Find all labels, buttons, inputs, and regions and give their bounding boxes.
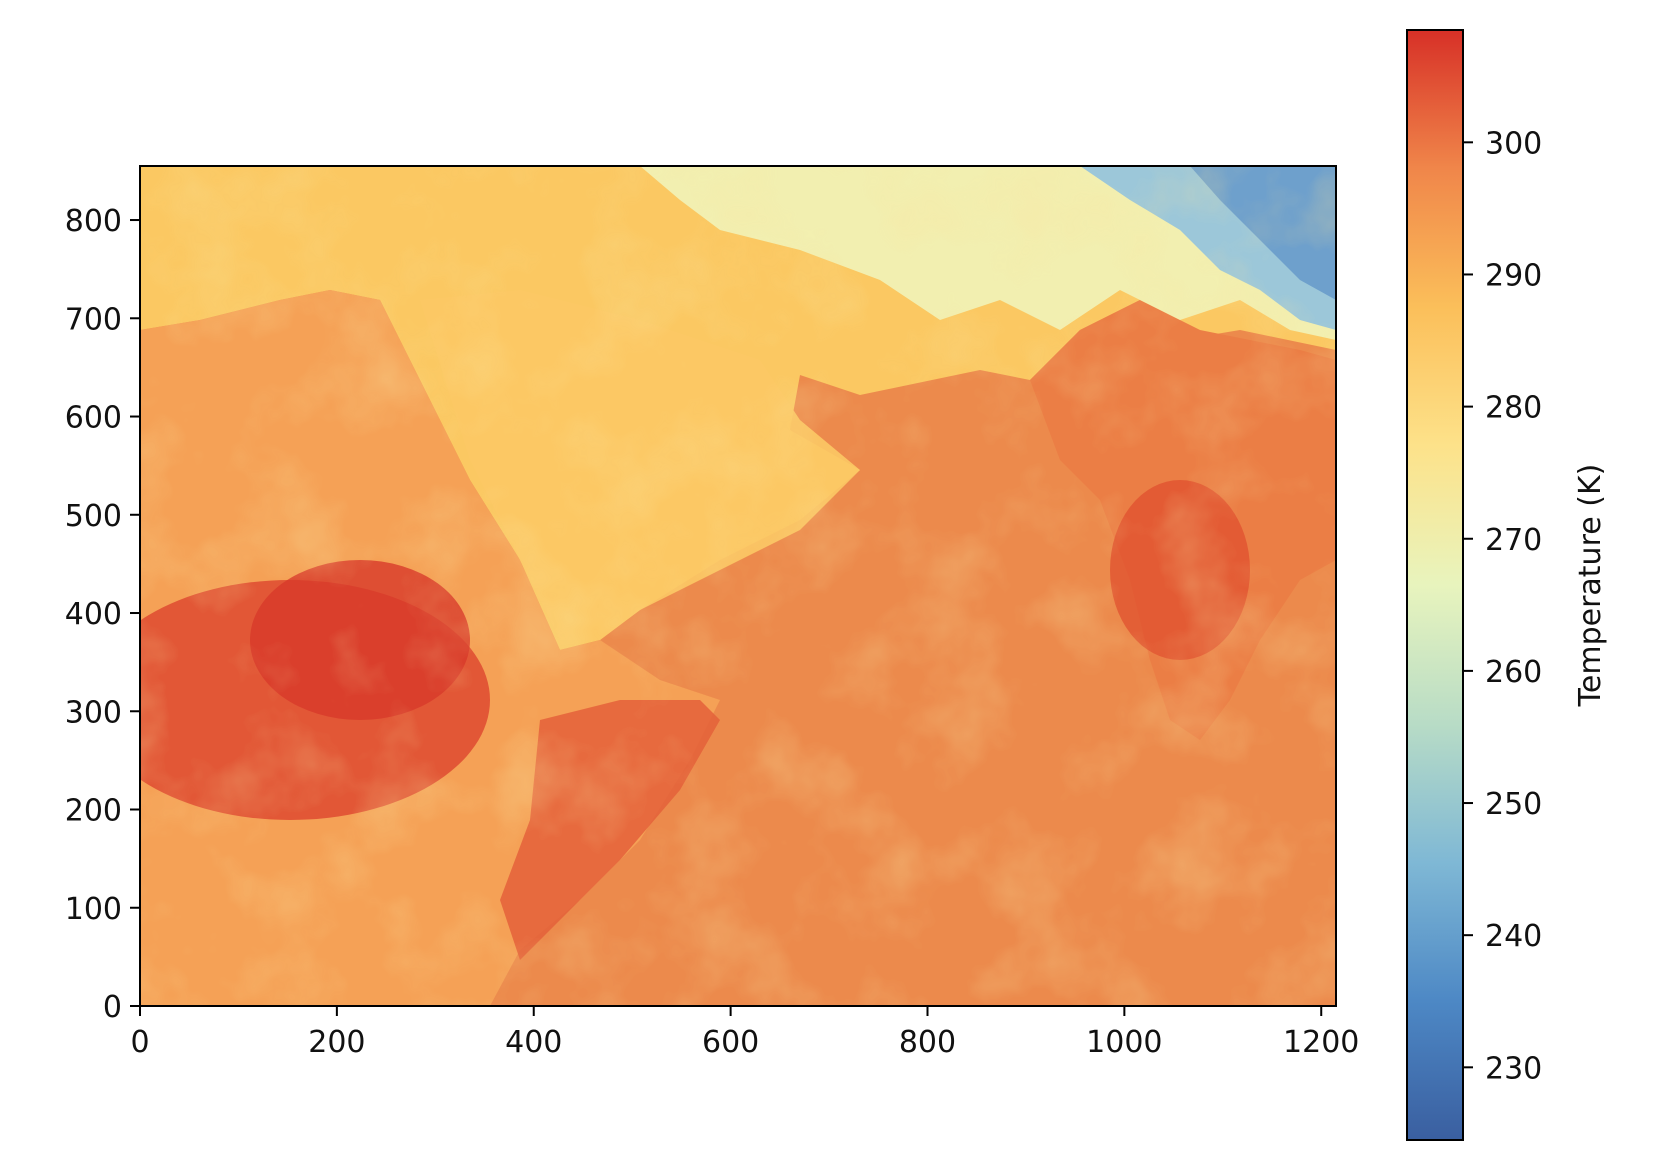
x-tick-label: 400 [505, 1025, 562, 1060]
y-tick-label: 100 [65, 892, 122, 927]
x-tick-label: 200 [308, 1025, 365, 1060]
y-tick-label: 700 [65, 302, 122, 337]
colorbar-ticks: 230 240 250 260 270 280 290 300 [1463, 126, 1542, 1086]
y-tick-label: 800 [65, 204, 122, 239]
x-tick-label: 600 [702, 1025, 759, 1060]
colorbar-tick-label: 280 [1485, 391, 1542, 426]
y-tick-label: 500 [65, 499, 122, 534]
y-tick-label: 0 [103, 990, 122, 1025]
colorbar-tick-label: 230 [1485, 1051, 1542, 1086]
y-tick-label: 400 [65, 597, 122, 632]
colorbar-tick-label: 240 [1485, 919, 1542, 954]
y-axis: 0 100 200 300 400 500 600 700 800 [65, 204, 140, 1025]
colorbar-tick-label: 250 [1485, 787, 1542, 822]
colorbar-tick-label: 270 [1485, 523, 1542, 558]
colorbar-tick-label: 290 [1485, 258, 1542, 293]
y-tick-label: 200 [65, 794, 122, 829]
x-tick-label: 800 [899, 1025, 956, 1060]
x-tick-label: 0 [130, 1025, 149, 1060]
colorbar-gradient [1407, 30, 1463, 1140]
heatmap [90, 166, 1336, 1006]
y-tick-label: 300 [65, 695, 122, 730]
x-axis: 0 200 400 600 800 1000 1200 [130, 1006, 1359, 1060]
x-tick-label: 1200 [1283, 1025, 1359, 1060]
y-tick-label: 600 [65, 401, 122, 436]
x-tick-label: 1000 [1086, 1025, 1162, 1060]
colorbar-label: Temperature (K) [1573, 464, 1608, 708]
colorbar: 230 240 250 260 270 280 290 300 Temperature (K) [1407, 30, 1608, 1140]
colorbar-tick-label: 260 [1485, 655, 1542, 690]
colorbar-tick-label: 300 [1485, 126, 1542, 161]
terrain-texture [140, 166, 1336, 1006]
